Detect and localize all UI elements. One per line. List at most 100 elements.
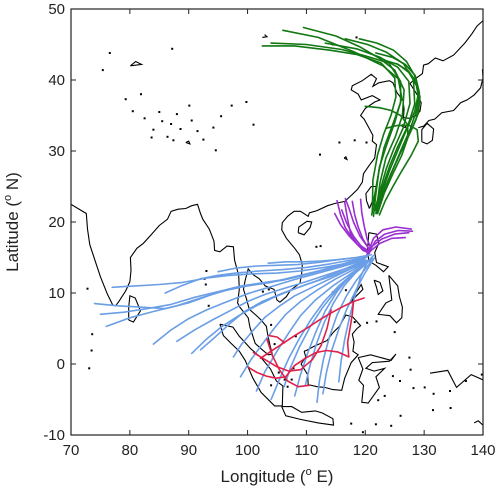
island-dot: [412, 387, 415, 390]
coastline: [429, 369, 483, 389]
x-tick-label: 70: [63, 442, 80, 459]
blue-trajectory: [255, 261, 368, 392]
green-trajectory: [358, 38, 420, 210]
island-dot: [270, 384, 273, 387]
island-dot: [286, 385, 289, 388]
island-dot: [365, 141, 368, 144]
blue-trajectory: [239, 260, 369, 378]
island-dot: [338, 141, 341, 144]
island-dot: [166, 135, 169, 138]
island-dot: [140, 93, 142, 96]
x-tick-label: 140: [470, 442, 495, 459]
island-dot: [273, 343, 276, 346]
y-tick-label: 10: [48, 285, 65, 302]
green-trajectory: [378, 124, 420, 216]
island-dot: [393, 331, 396, 334]
coastline-layer: [71, 19, 483, 434]
island-dot: [202, 138, 205, 141]
island-dot: [188, 104, 191, 107]
coastline: [219, 323, 284, 407]
blue-trajectory: [283, 257, 374, 388]
island-dot: [172, 139, 175, 142]
y-tick-label: 20: [48, 214, 65, 231]
island-dot: [212, 126, 215, 129]
purple-trajectory: [368, 226, 412, 252]
island-dot: [464, 380, 467, 382]
coastline: [297, 220, 313, 236]
island-dot: [245, 101, 248, 103]
island-dot: [270, 323, 273, 326]
y-tick-label: -10: [43, 427, 65, 444]
y-axis-title-unit: N): [3, 172, 22, 195]
island-dot: [344, 289, 347, 292]
island-dot: [261, 290, 264, 293]
island-dot: [101, 69, 104, 72]
purple-trajectory: [359, 198, 372, 250]
x-tick-label: 120: [353, 442, 378, 459]
x-tick-label: 130: [412, 442, 437, 459]
y-axis-title: Latitude (o N): [2, 172, 22, 272]
plot-area: [71, 9, 483, 435]
island-dot: [277, 371, 280, 374]
red-trajectory: [346, 300, 355, 358]
purple-trajectory: [343, 201, 371, 254]
green-trajectory: [364, 105, 409, 215]
island-dot: [91, 333, 94, 336]
island-dot: [108, 52, 111, 54]
coastline: [377, 274, 403, 324]
y-tick-label: 40: [48, 72, 65, 89]
island-dot: [366, 321, 369, 324]
blue-trajectory: [267, 253, 372, 264]
island-dot: [88, 367, 91, 370]
island-dot: [391, 375, 394, 378]
x-tick-label: 80: [122, 442, 139, 459]
island-dot: [150, 136, 153, 139]
x-tick-label: 110: [294, 442, 318, 459]
island-dot: [292, 367, 295, 370]
blue-trajectory: [322, 256, 376, 395]
island-dot: [90, 349, 93, 352]
island-dot: [171, 47, 174, 50]
green-trajectory: [344, 38, 416, 211]
island-dot: [375, 320, 378, 323]
coastline: [367, 232, 390, 273]
island-dot: [399, 380, 401, 382]
island-dot: [161, 120, 164, 123]
trajectory-layer: [93, 26, 421, 404]
island-dot: [319, 153, 321, 156]
island-dot: [449, 407, 452, 409]
x-axis-title-unit: E): [312, 467, 334, 486]
island-dot: [207, 304, 210, 307]
red-trajectory: [252, 309, 332, 372]
island-dot: [480, 373, 483, 376]
island-dot: [355, 36, 358, 39]
x-axis-title-degree: o: [306, 466, 312, 478]
coastline: [300, 314, 362, 391]
blue-trajectory: [338, 254, 375, 383]
x-tick-label: 100: [235, 442, 260, 459]
island-dot: [423, 386, 426, 389]
coastline: [357, 353, 397, 404]
red-trajectory: [285, 349, 350, 378]
x-axis-title: Longitude (o E): [221, 466, 334, 486]
coastline: [281, 406, 335, 426]
coastline: [71, 19, 483, 356]
green-trajectory: [302, 26, 405, 215]
blue-trajectory: [164, 256, 368, 294]
red-trajectory: [268, 334, 286, 344]
red-trajectory: [259, 297, 365, 360]
island-dot: [220, 115, 223, 118]
island-dot: [390, 424, 393, 427]
red-trajectory: [266, 338, 311, 388]
island-dot: [179, 128, 182, 130]
island-dot: [361, 431, 364, 434]
y-axis-title-main: Latitude (: [3, 201, 22, 272]
blue-trajectory: [190, 259, 365, 355]
island-dot: [170, 123, 173, 125]
island-dot: [86, 287, 89, 290]
blue-trajectory: [99, 259, 362, 316]
coastline: [418, 69, 483, 129]
island-dot: [315, 245, 318, 248]
coastline: [373, 279, 384, 296]
